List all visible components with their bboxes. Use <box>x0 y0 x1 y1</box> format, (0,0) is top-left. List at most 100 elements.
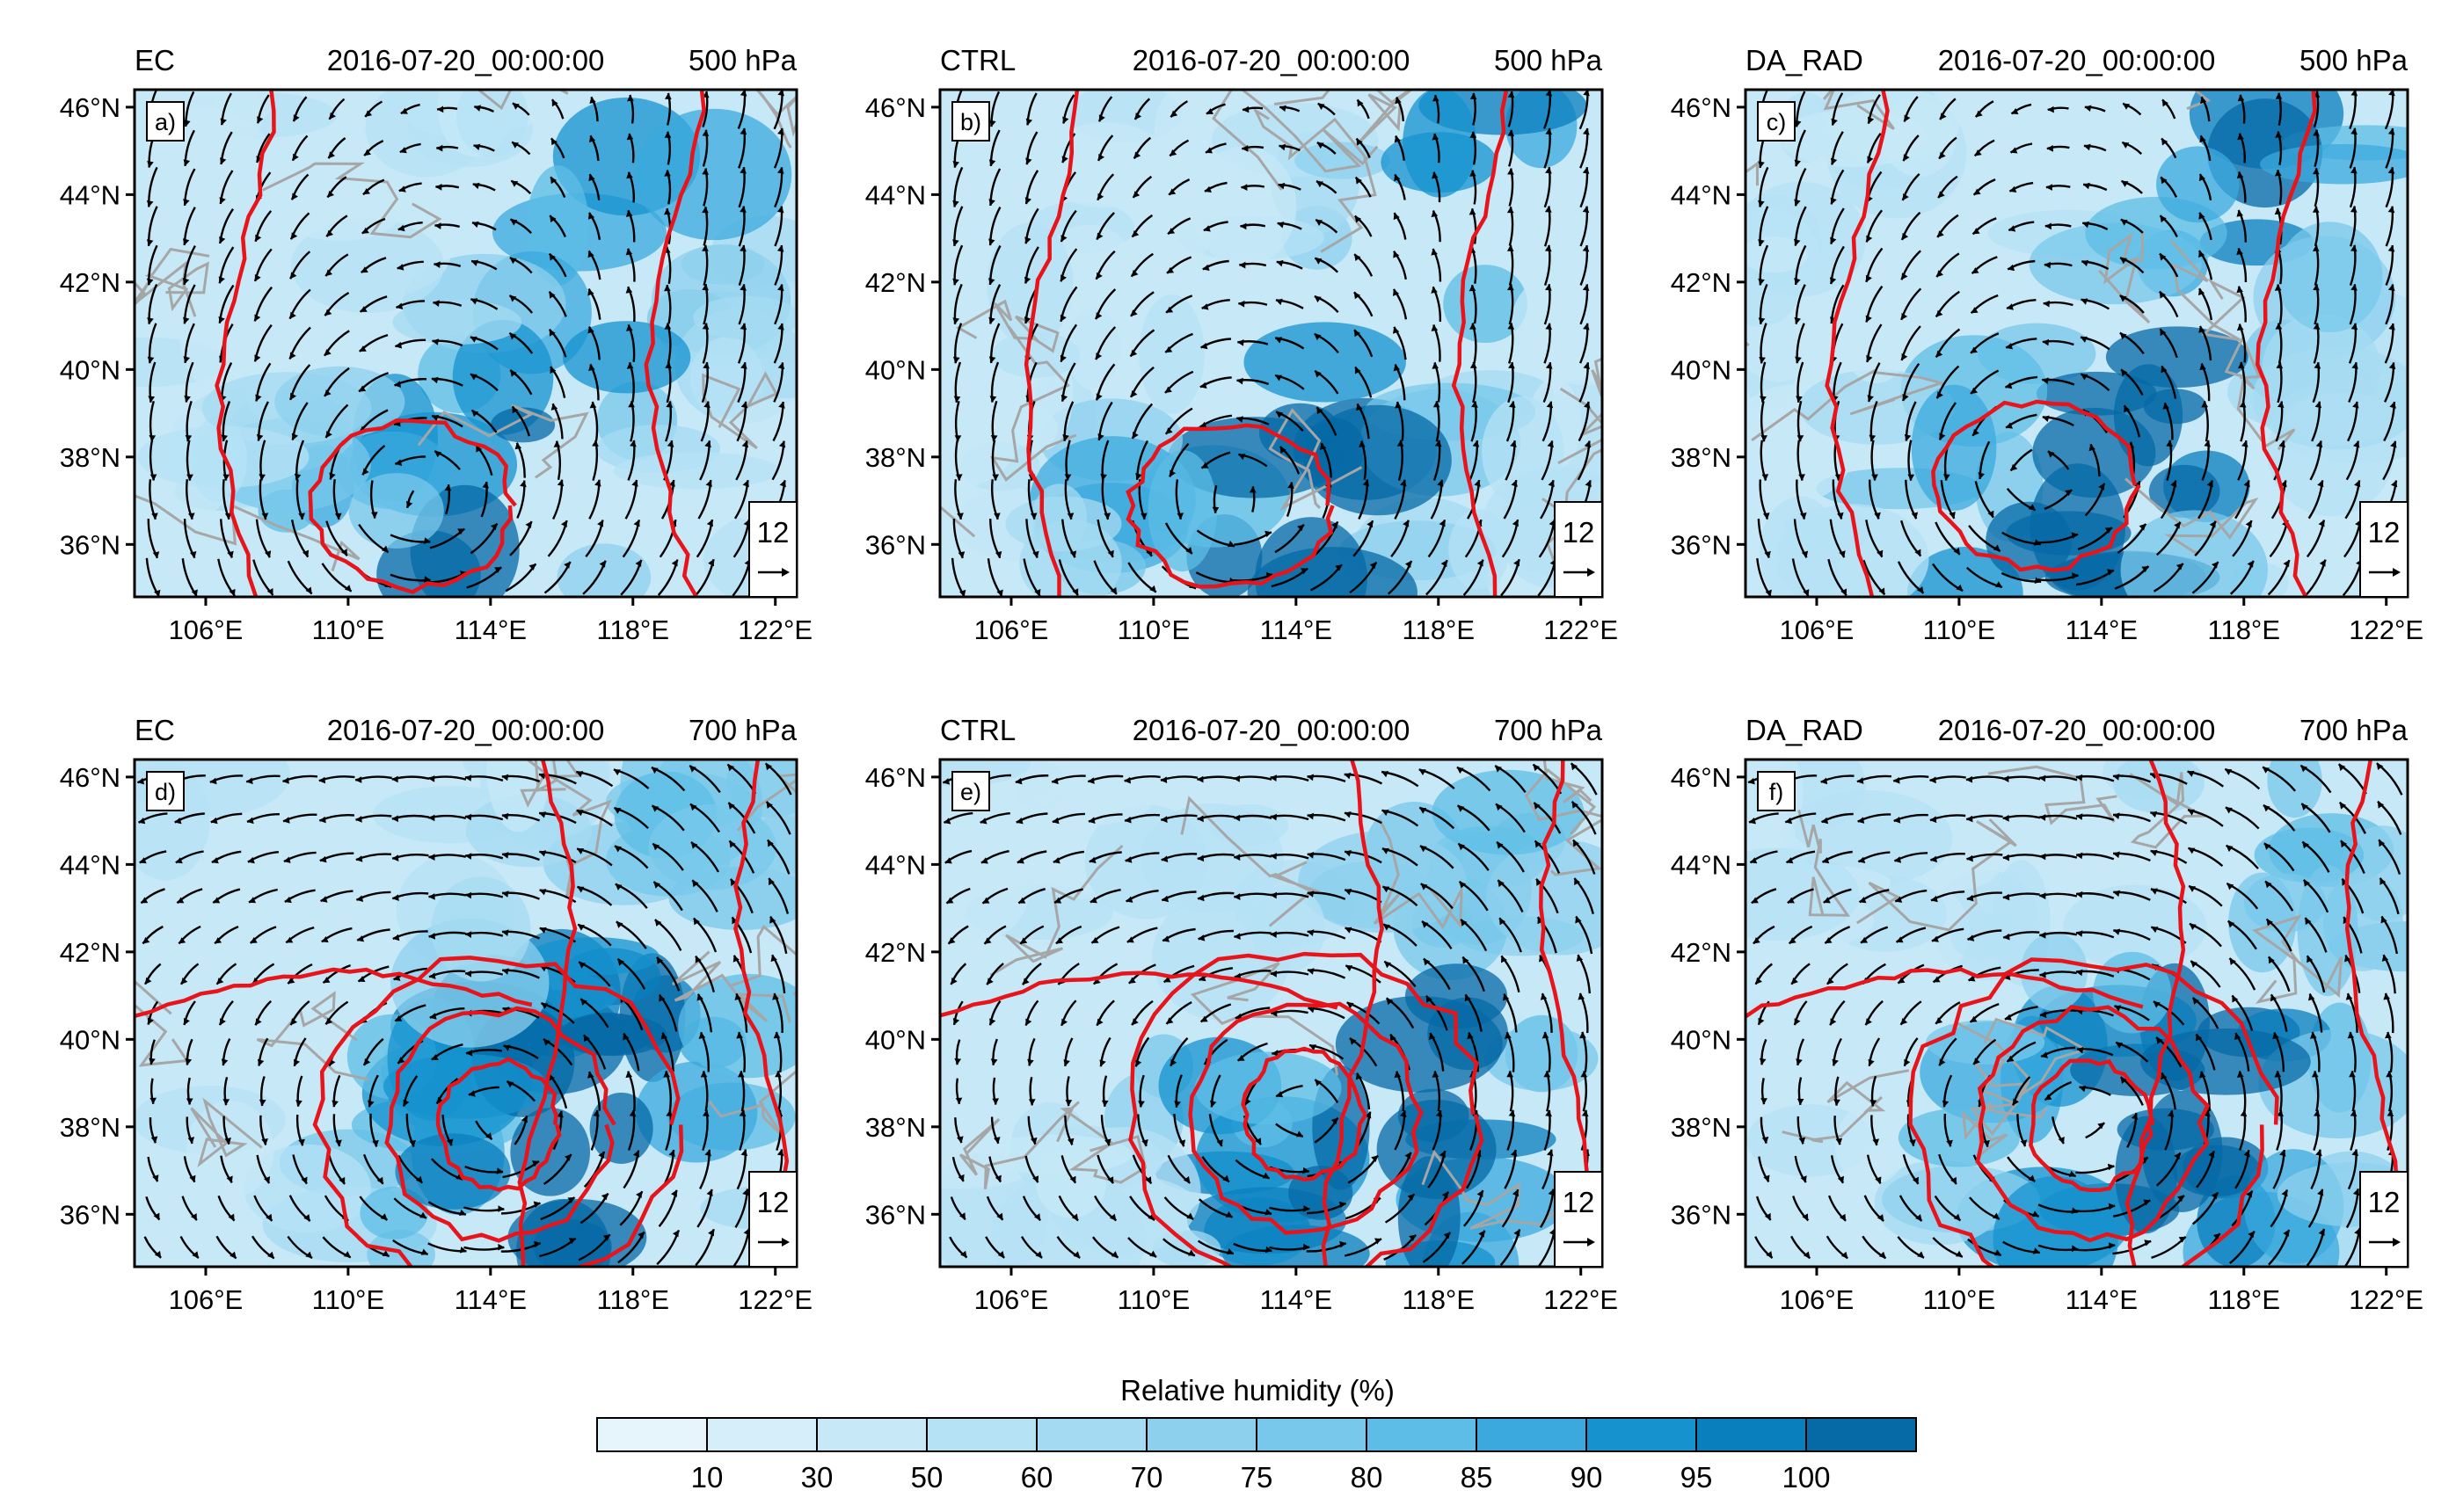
wind-vector-head <box>1543 1071 1551 1078</box>
colorbar-title: Relative humidity (%) <box>1120 1374 1395 1407</box>
wind-vector-head <box>1930 855 1937 863</box>
panel-frame <box>1744 758 2409 1268</box>
wind-vector-head <box>1461 919 1468 927</box>
wind-vector-head <box>1345 965 1353 971</box>
wind-vector-head <box>2226 845 2234 853</box>
wind-vector-head <box>2190 961 2197 968</box>
wind-vector-head <box>638 1232 645 1239</box>
wind-vector-head <box>1125 816 1132 824</box>
wind-vector-head <box>2236 286 2243 294</box>
lon-tick-label: 106°E <box>974 1284 1049 1315</box>
wind-vector-head <box>2002 893 2010 901</box>
boundary-line <box>1797 810 1851 917</box>
wind-vector-head <box>1839 550 1846 558</box>
wind-vector-head <box>1544 206 1552 213</box>
wind-vector-head <box>392 934 400 941</box>
wind-vector-head <box>267 1251 274 1259</box>
wind-vector-head <box>740 244 747 252</box>
wind-vector-head <box>625 210 633 217</box>
wind-vector-head <box>2083 143 2091 151</box>
wind-vector-head <box>1177 512 1184 520</box>
lon-tick-label: 106°E <box>1780 1284 1855 1315</box>
wind-vector-head <box>2236 210 2243 217</box>
wind-vector-head <box>2174 1152 2181 1160</box>
wind-vector-head <box>2088 444 2095 452</box>
wind-vector-head <box>1228 541 1235 548</box>
wind-vector-head <box>626 133 634 141</box>
rh-contour <box>1931 399 2141 572</box>
wind-vector-head <box>286 936 294 943</box>
wind-vector-head <box>289 311 296 319</box>
wind-vector-head <box>1354 254 1361 261</box>
wind-vector-head <box>1803 589 1810 597</box>
wind-vector-head <box>2314 1109 2321 1117</box>
wind-vector-head <box>1425 995 1432 1003</box>
wind-vector-head <box>1315 258 1323 265</box>
wind-vector-head <box>1275 374 1282 382</box>
rh-patch <box>636 1061 758 1163</box>
wind-vector-head <box>409 1139 416 1147</box>
rh-patch <box>1148 449 1218 572</box>
wind-vector-head <box>1135 473 1142 480</box>
wind-vector-head <box>380 1213 388 1220</box>
lat-tick-label: 46°N <box>865 92 926 123</box>
wind-vector-head <box>2039 971 2046 978</box>
wind-vector-head <box>656 956 663 964</box>
wind-vector-head <box>1027 1058 1034 1066</box>
wind-vector-head <box>1929 776 1936 784</box>
wind-vector-head <box>1840 1213 1847 1221</box>
wind-vector-head <box>1469 323 1476 330</box>
ref-vector-label: 12 <box>757 1186 790 1218</box>
wind-vector-head <box>1575 916 1582 924</box>
wind-vector-head <box>1978 472 1985 479</box>
wind-vector-head <box>1434 440 1442 447</box>
wind-vector-head <box>1276 1091 1284 1098</box>
wind-vector-head <box>957 512 964 520</box>
wind-vector-head <box>740 401 748 409</box>
wind-vectors <box>1756 90 2400 597</box>
wind-vector-head <box>142 937 150 944</box>
wind-vector-head <box>1393 288 1400 296</box>
wind-vector-head <box>1234 893 1241 900</box>
wind-vector-head <box>1786 857 1794 864</box>
wind-vector-head <box>1307 929 1315 936</box>
wind-vector-head <box>777 90 784 97</box>
wind-vector-head <box>1939 151 1946 159</box>
wind-vector-head <box>1346 1002 1354 1009</box>
wind-vector-head <box>341 549 347 556</box>
wind-vector-head <box>345 585 352 592</box>
wind-vector-head <box>257 116 264 124</box>
wind-vector-head <box>578 924 585 931</box>
wind-vector-head <box>2283 560 2290 568</box>
wind-vector-head <box>145 977 152 985</box>
wind-vector-head <box>1938 191 1945 199</box>
wind-vector-head <box>2237 133 2244 141</box>
wind-vector-head <box>1421 921 1429 928</box>
wind-vector-head <box>1242 145 1249 152</box>
wind-vector-head <box>1822 857 1830 864</box>
wind-vector-head <box>2112 774 2120 781</box>
wind-vector-head <box>990 435 998 442</box>
wind-vector-head <box>2081 336 2088 343</box>
wind-vector-head <box>1540 993 1548 1000</box>
wind-vector-head <box>1296 1130 1303 1138</box>
wind-vector-head <box>630 440 637 447</box>
wind-vector-head <box>1374 1238 1381 1245</box>
wind-vector-head <box>1162 935 1170 942</box>
wind-vector-head <box>2150 849 2158 856</box>
wind-vector-head <box>510 370 517 377</box>
wind-vector-head <box>1071 1213 1079 1221</box>
wind-vector-head <box>428 814 435 822</box>
wind-vector-head <box>2270 994 2277 1002</box>
wind-vector-head <box>221 1058 229 1066</box>
lat-tick-label: 46°N <box>60 762 120 793</box>
wind-vector-head <box>539 811 546 818</box>
wind-vector-head <box>1761 474 1769 481</box>
wind-vector-head <box>1362 479 1370 487</box>
wind-vector-head <box>1875 1176 1882 1184</box>
wind-vector-head <box>594 479 601 487</box>
lon-tick-label: 110°E <box>312 614 385 645</box>
wind-vector-head <box>433 300 440 307</box>
wind-vector-head <box>1758 317 1766 324</box>
